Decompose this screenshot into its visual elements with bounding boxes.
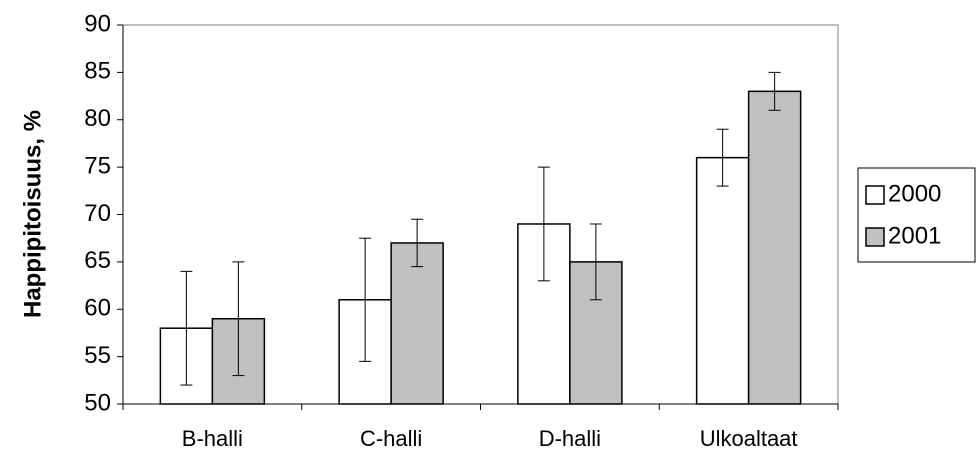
error-bar bbox=[180, 270, 193, 386]
error-bar bbox=[716, 128, 729, 187]
error-bar bbox=[589, 223, 602, 301]
x-tick-label: D-halli bbox=[539, 426, 601, 451]
error-bar bbox=[537, 166, 550, 282]
y-tick-label: 55 bbox=[84, 342, 111, 369]
y-tick-label: 70 bbox=[84, 200, 111, 227]
y-tick-label: 65 bbox=[84, 247, 111, 274]
bar bbox=[390, 242, 444, 405]
y-tick-label: 80 bbox=[84, 105, 111, 132]
bar bbox=[747, 90, 802, 405]
y-tick-label: 90 bbox=[84, 10, 111, 37]
error-bar bbox=[359, 237, 372, 362]
x-tick-label: C-halli bbox=[360, 426, 422, 451]
bar bbox=[695, 156, 750, 405]
x-tick-label: Ulkoaltaat bbox=[700, 426, 798, 451]
legend-swatch bbox=[865, 227, 885, 247]
error-bar bbox=[232, 261, 245, 377]
error-bar bbox=[768, 71, 781, 111]
x-tick-label: B-halli bbox=[182, 426, 243, 451]
legend-label: 2000 bbox=[888, 180, 941, 207]
legend-label: 2001 bbox=[888, 222, 941, 249]
legend-swatch bbox=[865, 185, 885, 205]
error-bar bbox=[411, 218, 424, 268]
y-tick-label: 75 bbox=[84, 152, 111, 179]
bar bbox=[569, 261, 623, 405]
y-axis-label: Happipitoisuus, % bbox=[19, 110, 46, 318]
y-tick-label: 85 bbox=[84, 58, 111, 85]
y-tick-label: 60 bbox=[84, 295, 111, 322]
y-tick-label: 50 bbox=[84, 389, 111, 416]
